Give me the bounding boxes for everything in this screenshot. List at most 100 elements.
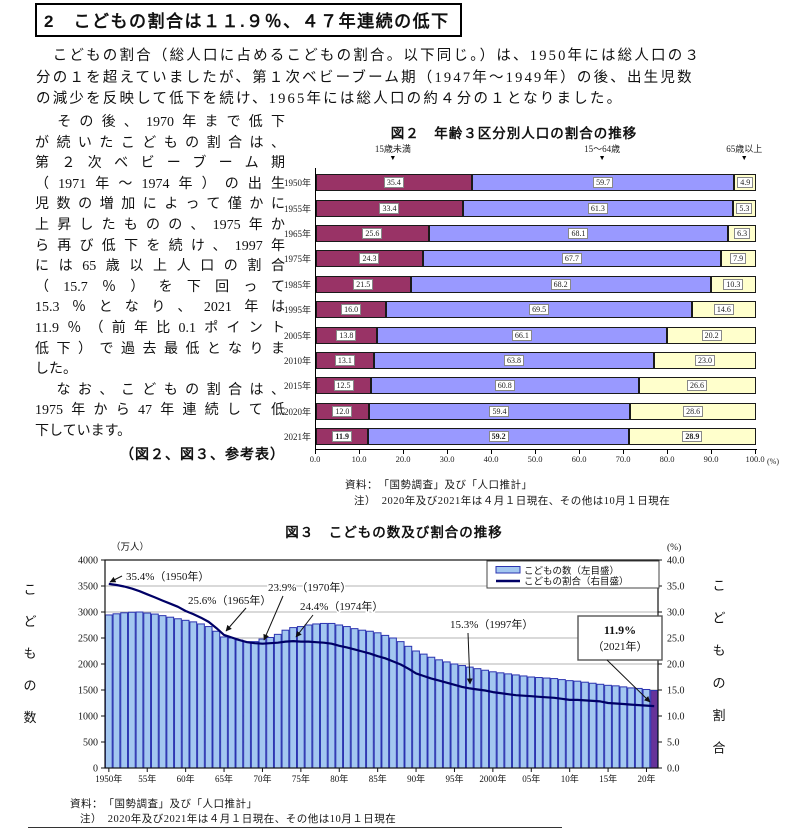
figure2-bar-segment: 59.2 [368,428,629,446]
svg-text:40.0: 40.0 [667,555,685,566]
figure2-bar-segment: 59.7 [471,174,735,192]
figure2-bar-row: 2015年 12.5 60.8 26.6 [284,373,757,398]
svg-text:0: 0 [93,763,98,774]
svg-text:4000: 4000 [78,555,98,566]
fig3-axis-labels: 4000 3500 3000 2500 2000 1500 1000 500 0 40.0 35.0… [78,541,685,784]
figure2-bar-segment: 33.4 [316,199,463,217]
figure2-value-label: 4.9 [737,177,754,189]
figure2-bar-segment: 69.5 [386,301,692,319]
figure2-value-label: 66.1 [511,329,532,341]
svg-text:5.0: 5.0 [667,737,680,748]
figure3-source: 資料： 「国勢調査」及び「人口推計」 [70,799,258,810]
figure2-bar-segment: 12.5 [316,377,371,395]
svg-text:25.6%（1965年）: 25.6%（1965年） [188,593,271,607]
svg-text:95年: 95年 [445,773,463,784]
figure2-notes: 資料： 「国勢調査」及び「人口推計」 注） 2020年及び2021年は４月１日現… [268,477,788,508]
svg-text:こどもの割合（右目盛）: こどもの割合（右目盛） [524,576,629,588]
column-line: 15.3％となり、2021年は [35,300,285,316]
figure2-xtick-label: 40.0 [483,454,499,465]
figure2-xtick-label: 80.0 [659,454,675,465]
figure2-value-label: 67.7 [561,253,582,265]
figure2-bar-segment: 7.9 [720,250,756,268]
figure2-xtick-label: 70.0 [615,454,631,465]
column-line: なお、こどもの割合は、 [35,382,285,398]
figure2-value-label: 13.8 [336,329,357,341]
figure2-value-label: 23.0 [694,354,715,366]
fig3-left-axis-title: こどもの数 [23,582,36,725]
fig3-line [108,582,655,708]
figure3-title: 図３ こどもの数及び割合の推移 [285,525,503,540]
figure2-bar-row: 1965年 25.6 68.1 6.3 [284,221,757,246]
fig3-legend: こどもの数（左目盛）こどもの割合（右目盛） [486,560,660,589]
figure2-xtick-label: 20.0 [395,454,411,465]
figure2-bar-row: 1995年 16.0 69.5 14.6 [284,297,757,322]
figure2-xtick-label: 30.0 [439,454,455,465]
svg-text:10年: 10年 [561,773,579,784]
svg-text:2000: 2000 [78,659,98,670]
svg-text:(%): (%) [667,542,681,553]
figure2-value-label: 14.6 [713,304,734,316]
svg-text:65年: 65年 [215,773,233,784]
figure2-bar-segment: 24.3 [316,250,423,268]
figure3-notes: 資料： 「国勢調査」及び「人口推計」 注） 2020年及び2021年は４月１日現… [70,797,396,827]
figure2-bar-segment: 6.3 [728,224,756,242]
figure2-value-label: 33.4 [379,202,400,214]
figure2-year-label: 2010年 [283,355,311,366]
svg-text:も: も [712,643,725,658]
svg-text:合: 合 [712,741,725,756]
column-line: （図２、図３、参考表） [120,447,285,463]
figure2-bar-segment: 26.6 [638,377,756,395]
figure2-bar-segment: 68.2 [410,275,711,293]
svg-text:の: の [23,678,36,693]
section-heading: 2 こどもの割合は１１.９％、４７年連続の低下 [35,3,462,37]
figure2-bar-segment: 13.1 [316,351,374,369]
column-line: 1975年から47年連続して低 [35,403,285,419]
figure2-bar-segment: 25.6 [316,224,429,242]
column-line: 下しています。 [35,423,132,439]
figure2-bar-segment: 66.1 [376,326,668,344]
fig3-right-axis-title: こどもの割合 [712,578,725,756]
figure2-value-label: 10.3 [723,278,744,290]
column-line: その後、1970年まで低下 [35,115,285,130]
figure2-legend-item: 65歳以上 ▼ [726,144,762,162]
figure2-bar-segment: 12.0 [316,402,369,420]
figure2-year-label: 1955年 [283,203,311,214]
figure2-value-label: 28.6 [683,405,704,417]
fig3-bars [104,611,658,769]
svg-text:割: 割 [712,708,725,723]
figure2-value-label: 59.4 [489,405,510,417]
svg-text:数: 数 [23,710,36,725]
svg-text:23.9%（1970年）: 23.9%（1970年） [268,580,351,594]
figure2-value-label: 6.3 [734,227,751,239]
intro-paragraph: こどもの割合（総人口に占めるこどもの割合。以下同じ。）は、1950年には総人口の… [36,46,776,111]
svg-text:こどもの数（左目盛）: こどもの数（左目盛） [524,565,619,577]
figure2-stacked-bar: 13.8 66.1 20.2 [316,326,756,344]
intro-line: こどもの割合（総人口に占めるこどもの割合。以下同じ。）は、1950年には総人口の… [36,48,702,64]
figure2-year-label: 2015年 [283,381,311,392]
figure2-year-label: 2020年 [283,406,311,417]
figure2-value-label: 61.3 [587,202,608,214]
figure2-bar-segment: 61.3 [462,199,733,217]
svg-text:ど: ど [712,611,725,626]
svg-text:こ: こ [712,578,725,593]
svg-text:35.0: 35.0 [667,581,685,592]
figure2-bars: 1950年 35.4 59.7 4.9 1955年 33.4 61.3 5.3 1965年 25.… [284,168,757,451]
svg-text:こ: こ [23,582,36,597]
svg-text:11.9%: 11.9% [604,623,636,637]
intro-line: の減少を反映して低下を続け、1965年には総人口の約４分の１となりました。 [36,91,624,107]
figure2-note: 注） 2020年及び2021年は４月１日現在、その他は10月１日現在 [354,496,671,508]
figure2-bar-segment: 28.9 [628,428,756,446]
figure2-bar-segment: 21.5 [316,275,411,293]
column-line: した。 [35,362,77,378]
figure2-legend-label: 65歳以上 [726,144,763,154]
svg-text:25.0: 25.0 [667,633,685,644]
figure2-year-label: 1950年 [283,178,311,189]
svg-text:500: 500 [83,737,98,748]
figure2-bar-segment: 11.9 [316,428,369,446]
column-line: 上昇したものの、1975年か [35,217,285,233]
svg-text:の: の [712,676,725,691]
svg-text:80年: 80年 [330,773,348,784]
figure2-stacked-bar: 24.3 67.7 7.9 [316,250,756,268]
svg-text:05年: 05年 [522,773,540,784]
svg-text:20年: 20年 [637,773,655,784]
